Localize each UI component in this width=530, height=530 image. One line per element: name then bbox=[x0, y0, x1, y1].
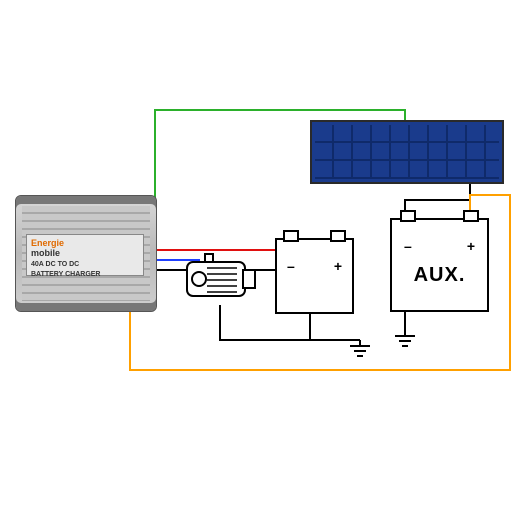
charger-label-plate: Energie mobile 40A DC TO DC BATTERY CHAR… bbox=[26, 234, 144, 276]
ground-icon bbox=[350, 340, 370, 356]
charger-model-2: BATTERY CHARGER bbox=[31, 271, 100, 278]
aux-battery-label: AUX. bbox=[392, 264, 487, 287]
starter-battery: – + bbox=[275, 250, 354, 314]
charger-brand-1: Energie bbox=[31, 238, 64, 248]
aux-battery-neg: – bbox=[404, 238, 412, 254]
starter-battery-neg: – bbox=[287, 258, 295, 274]
dc-dc-charger: Energie mobile 40A DC TO DC BATTERY CHAR… bbox=[15, 195, 157, 312]
aux-battery-pos: + bbox=[467, 238, 475, 254]
charger-brand-2: mobile bbox=[31, 248, 60, 258]
wiring-diagram: Energie mobile 40A DC TO DC BATTERY CHAR… bbox=[0, 0, 530, 530]
ground-icon bbox=[395, 330, 415, 346]
solar-panel bbox=[310, 120, 504, 184]
aux-battery: – + AUX. bbox=[390, 230, 489, 312]
charger-model-1: 40A DC TO DC bbox=[31, 261, 79, 268]
alternator bbox=[185, 250, 260, 305]
starter-battery-pos: + bbox=[334, 258, 342, 274]
